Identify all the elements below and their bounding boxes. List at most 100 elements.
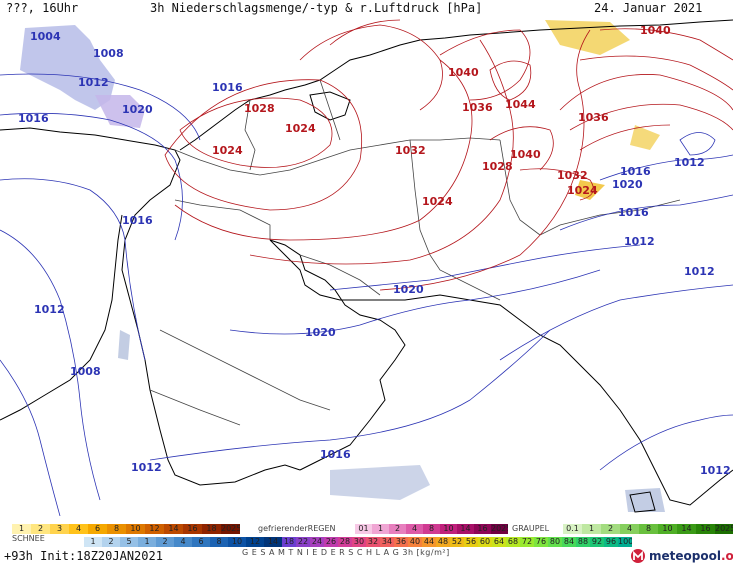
init-time: +93h Init:18Z20JAN2021	[4, 549, 163, 563]
isobar-label: 1012	[624, 235, 655, 248]
isobar-label: 1020	[393, 283, 424, 296]
isobar-label: 1024	[422, 195, 453, 208]
legend-freezing-rain-scale: 0112481014162025+	[355, 524, 508, 534]
isobar-label: 1012	[131, 461, 162, 474]
legend-cell: 72	[520, 537, 534, 547]
legend-cell: 10	[126, 524, 145, 534]
legend-cell: 0.1	[563, 524, 582, 534]
legend-cell: 1	[582, 524, 601, 534]
legend-graupel-label: GRAUPEL	[512, 524, 550, 533]
legend-total-scale: 18 22 24 26 28 30 32 34 36 40 44 48 52 56 60 64 68 72 76 80…	[282, 537, 632, 547]
legend-cell: 6	[192, 537, 210, 547]
legend-cell: 8	[423, 524, 440, 534]
isobars-low	[0, 73, 733, 516]
legend-cell: 56	[464, 537, 478, 547]
isobar-label: 1012	[700, 464, 731, 477]
legend-cell: 6	[88, 524, 107, 534]
legend-cell: 12	[246, 537, 264, 547]
forecast-date: 24. Januar 2021	[594, 1, 703, 15]
legend-cell: 16	[696, 524, 715, 534]
isobar-label: 1040	[640, 24, 671, 37]
forecast-time: ???, 16Uhr	[6, 1, 79, 15]
isobar-label: 1032	[557, 169, 588, 182]
legend-cell: 14	[457, 524, 474, 534]
legend-cell: 2	[31, 524, 50, 534]
legend-cell: 12	[145, 524, 164, 534]
legend-cell: 14	[164, 524, 183, 534]
legend-cell: 18	[282, 537, 296, 547]
isobar-labels-low: 1004 1008 1012 1016 1020 1016 1016 1012 …	[18, 30, 731, 477]
legend-cell: 16	[183, 524, 202, 534]
legend-cell: 8	[210, 537, 228, 547]
legend-cell: 1	[84, 537, 102, 547]
isobar-label: 1012	[34, 303, 65, 316]
legend-cell: 36	[394, 537, 408, 547]
legend-cell: 34	[380, 537, 394, 547]
isobar-label: 1016	[212, 81, 243, 94]
legend-cell: 2	[389, 524, 406, 534]
legend-cell: 64	[492, 537, 506, 547]
legend-cell: 1	[138, 537, 156, 547]
legend-cell: 4	[620, 524, 639, 534]
isobar-label: 1020	[612, 178, 643, 191]
isobar-label: 1036	[578, 111, 609, 124]
legend-cell: 88	[576, 537, 590, 547]
isobar-label: 1008	[70, 365, 101, 378]
isobar-label: 1012	[684, 265, 715, 278]
isobar-label: 1024	[285, 122, 316, 135]
legend-cell: 4	[174, 537, 192, 547]
legend-cell: 60	[478, 537, 492, 547]
legend-cell: 76	[534, 537, 548, 547]
isobar-label: 1024	[212, 144, 243, 157]
isobar-label: 1016	[620, 165, 651, 178]
legend-cell: 96	[604, 537, 618, 547]
legend-cell: 1	[372, 524, 389, 534]
legend-cell: 4	[406, 524, 423, 534]
brand-logo: meteopool.org	[630, 548, 733, 564]
legend-cell: 44	[422, 537, 436, 547]
legend-cell: 100	[618, 537, 632, 547]
legend-cell: 84	[562, 537, 576, 547]
coastlines	[0, 19, 733, 513]
legend-cell: 30	[352, 537, 366, 547]
isobars-high	[164, 19, 733, 291]
legend-snow-label: SCHNEE	[12, 534, 45, 543]
legend-cell: 2025+	[221, 524, 240, 534]
legend-cell: 48	[436, 537, 450, 547]
legend-cell: 2	[156, 537, 174, 547]
legend-cell: 2025+	[491, 524, 508, 534]
legend-cell: 28	[338, 537, 352, 547]
legend-cell: 68	[506, 537, 520, 547]
legend-cell: 52	[450, 537, 464, 547]
legend-cell: 14	[677, 524, 696, 534]
isobar-label: 1016	[320, 448, 351, 461]
isobar-label: 1028	[244, 102, 275, 115]
legend-freezing-rain-label: gefrierenderREGEN	[258, 524, 336, 533]
legend-cell: 16	[474, 524, 491, 534]
isobar-label: 1004	[30, 30, 61, 43]
borders	[149, 79, 681, 426]
isobar-label: 1040	[510, 148, 541, 161]
isobar-label: 1044	[505, 98, 536, 111]
legend-cell: 14	[264, 537, 282, 547]
legend-cell: 2	[102, 537, 120, 547]
legend-cell: 4	[69, 524, 88, 534]
legend-cell: 32	[366, 537, 380, 547]
isobar-label: 1016	[618, 206, 649, 219]
legend-cell: 01	[355, 524, 372, 534]
legend-cell: 18	[202, 524, 221, 534]
isobar-label: 1020	[305, 326, 336, 339]
legend-cell: 3	[50, 524, 69, 534]
isobar-label: 1036	[462, 101, 493, 114]
brand-name: meteopool.org	[649, 549, 733, 563]
legend-cell: 2025+	[715, 524, 733, 534]
legend-snow-total-scale: 1 2 5 1 2 4 6 8 10 12 14	[84, 537, 282, 547]
isobar-label: 1008	[93, 47, 124, 60]
legend-cell: 5	[120, 537, 138, 547]
header-bar: ???, 16Uhr 3h Niederschlagsmenge/-typ & …	[0, 0, 733, 18]
isobar-label: 1016	[122, 214, 153, 227]
legend-cell: 1	[12, 524, 31, 534]
